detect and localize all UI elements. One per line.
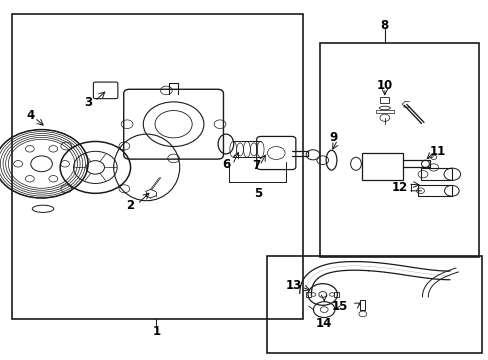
Bar — [380, 97, 388, 103]
Text: 2: 2 — [126, 199, 134, 212]
Text: 13: 13 — [285, 279, 301, 292]
Bar — [334, 292, 339, 297]
Bar — [375, 110, 393, 113]
Bar — [361, 153, 403, 180]
Bar — [360, 300, 365, 310]
Text: 14: 14 — [315, 317, 332, 330]
Text: 6: 6 — [222, 158, 229, 171]
Text: 5: 5 — [253, 187, 261, 200]
Bar — [320, 43, 478, 257]
Text: 10: 10 — [376, 79, 392, 92]
Bar — [417, 185, 451, 196]
Text: 9: 9 — [329, 131, 337, 144]
Text: 15: 15 — [331, 300, 347, 312]
Bar — [305, 292, 310, 297]
Bar — [420, 168, 451, 180]
Text: 3: 3 — [84, 96, 92, 109]
Text: 8: 8 — [380, 19, 388, 32]
Text: 4: 4 — [27, 109, 35, 122]
Text: 7: 7 — [252, 159, 260, 172]
Bar — [12, 14, 303, 319]
Text: 11: 11 — [428, 145, 445, 158]
Bar — [266, 256, 481, 353]
Text: 1: 1 — [152, 325, 160, 338]
Text: 12: 12 — [391, 181, 407, 194]
